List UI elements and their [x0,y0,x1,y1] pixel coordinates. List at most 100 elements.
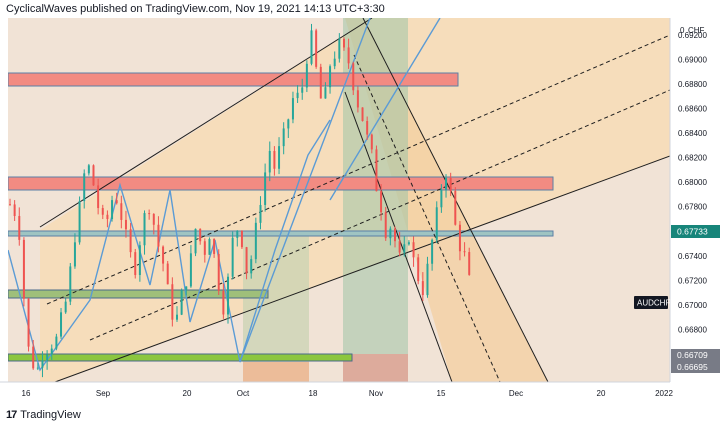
blue-trendline-outer [329,18,441,201]
upper-resistance-zone [8,72,459,87]
price-tick-label: 0.68600 [678,105,707,114]
candle-body [106,214,109,220]
candle-body [194,228,197,254]
price-tick-label: 0.66800 [678,325,707,334]
candle-body [250,259,253,274]
price-tick-label: 0.69000 [678,56,707,65]
candle-body [319,66,322,99]
blue-wave-path [8,119,331,372]
candle-body [412,242,415,258]
price-tick-label: 0.68400 [678,129,707,138]
candle-body [36,367,39,369]
time-tick-label: 16 [22,389,31,398]
candle-body [217,253,220,291]
candle-body [347,47,350,64]
price-tick-label: 0.67200 [678,276,707,285]
candle-body [27,298,30,347]
candle-body [129,229,132,253]
lower-support-zone [8,353,353,362]
candle-body [458,224,461,252]
rising-channel-midline [46,34,670,305]
candle-body [185,286,188,291]
falling-channel-lower-line [344,91,453,382]
time-scale-background [0,382,720,401]
candle-body [245,247,248,274]
last-price-tag-background [671,225,720,238]
candle-body [213,239,216,254]
candle-body [162,246,165,264]
candle-body [157,224,160,247]
tradingview-footer: 17 TradingView [0,401,720,427]
candle-body [301,87,304,93]
candle-body [111,200,114,220]
symbol-tag: AUDCHF [637,299,670,308]
early-november-bottom-zone [343,354,408,382]
candle-body [83,173,86,202]
candle-body [227,276,230,315]
price-tick-label: 0.67800 [678,203,707,212]
price-scale-zero-label: 0 [680,26,685,35]
candle-body [375,149,378,192]
october-bottom-zone [243,362,309,382]
candle-body [124,219,127,230]
candle-body [148,213,151,215]
candle-body [46,354,49,361]
candle-body [171,284,174,320]
publisher-caption: CyclicalWaves published on TradingView.c… [6,3,385,15]
candle-body [203,241,206,255]
candle-body [143,213,146,246]
level-tag-1-background [671,349,720,361]
candle-body [69,266,72,302]
candle-body [152,213,155,225]
blue-trendline-steep [239,18,371,363]
support-zone [8,289,269,299]
candle-body [384,212,387,239]
candle-body [338,38,341,59]
candle-body [417,257,420,282]
candlestick-series [9,23,471,378]
time-tick-label: Oct [237,389,250,398]
candle-body [222,290,225,315]
time-tick-label: 18 [309,389,318,398]
price-tick-label: 0.67400 [678,252,707,261]
candle-body [310,30,313,64]
candle-body [282,128,285,147]
candle-body [18,216,21,240]
candle-body [166,263,169,285]
candle-body [329,66,332,88]
candle-body [426,263,429,296]
tradingview-logo[interactable]: 17 TradingView [6,408,81,422]
candle-body [380,191,383,213]
candle-body [115,200,118,204]
candle-body [287,119,290,129]
time-tick-label: 20 [183,389,192,398]
candle-body [398,241,401,253]
plot-layer [8,18,670,382]
candle-body [468,252,471,275]
candle-body [32,346,35,369]
candle-body [208,239,211,255]
candle-body [87,165,90,174]
candle-body [73,242,76,267]
level-tag-1: 0.66709 [677,350,708,360]
price-tick-label: 0.68800 [678,80,707,89]
middle-resistance-zone [8,176,554,191]
candle-body [352,63,355,91]
candle-body [254,222,257,260]
candle-body [55,336,58,349]
time-tick-label: Nov [369,389,383,398]
candle-body [13,204,16,217]
candle-body [296,92,299,99]
candle-body [324,87,327,99]
candle-body [259,204,262,223]
symbol-tag-background [634,296,668,309]
candle-body [291,98,294,120]
candle-body [342,38,345,48]
candle-body [403,244,406,253]
candle-body [199,228,202,242]
candle-body [134,252,137,276]
candle-body [356,90,359,108]
candle-body [315,30,318,67]
candle-body [264,172,267,205]
